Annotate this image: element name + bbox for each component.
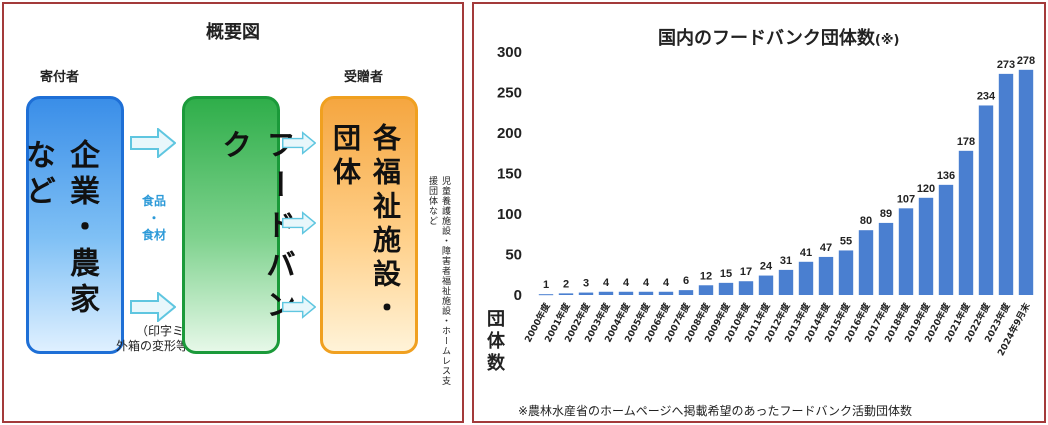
chart-title-suffix: (※) [874, 33, 900, 48]
bar [998, 73, 1014, 296]
overview-title: 概要図 [206, 22, 260, 43]
arrow-right-icon [282, 131, 316, 155]
data-label: 12 [700, 270, 712, 282]
data-label: 1 [543, 279, 549, 291]
data-label: 15 [720, 268, 732, 280]
data-label: 3 [583, 278, 589, 290]
bar [798, 261, 814, 295]
data-label: 107 [897, 193, 915, 205]
bar [698, 285, 714, 295]
bar [718, 282, 734, 295]
y-tick-label: 100 [497, 206, 522, 223]
bar [838, 250, 854, 295]
goods-note-line: 外箱の変形等） [116, 339, 201, 353]
recipient-label: 受贈者 [344, 70, 384, 85]
arrow-right-icon [282, 211, 316, 235]
bar [558, 293, 574, 295]
bar [738, 281, 754, 295]
bar [858, 230, 874, 295]
y-tick-label: 150 [497, 166, 522, 183]
bar [978, 105, 994, 296]
foodbank-box: フードバンク [182, 96, 295, 354]
data-label: 17 [740, 266, 752, 278]
bar [538, 294, 554, 296]
x-axis-labels: 2000年度2001年度2002年度2003年度2004年度2005年度2006… [522, 300, 1033, 358]
recipient-box: 各福祉施設・団体 [320, 96, 418, 354]
bar [938, 184, 954, 295]
goods-line: 食材 [141, 228, 166, 242]
data-label: 89 [880, 208, 892, 220]
goods-line: 食品 [141, 194, 166, 208]
arrow-right-icon [130, 128, 176, 158]
donor-box-text: 企業・農家など [20, 139, 99, 319]
arrow-right-icon [130, 292, 176, 322]
data-label: 4 [623, 277, 630, 289]
y-axis: 0 50 100 150 200 250 300 [497, 44, 522, 304]
bar [758, 275, 774, 295]
donor-label: 寄付者 [40, 70, 80, 85]
bar [638, 291, 654, 295]
data-label: 2 [563, 278, 569, 290]
bar [598, 291, 614, 295]
data-label: 6 [683, 275, 689, 287]
bar [878, 222, 894, 295]
chart-title-text: 国内のフードバンク団体数 [658, 28, 875, 49]
data-label: 24 [760, 261, 773, 273]
bar [898, 208, 914, 295]
y-tick-label: 250 [497, 85, 522, 102]
chart-title: 国内のフードバンク団体数(※) [658, 24, 899, 50]
data-label: 120 [917, 183, 935, 195]
bar [618, 291, 634, 295]
y-tick-label: 0 [514, 287, 522, 304]
data-label: 80 [860, 215, 872, 227]
data-label: 136 [937, 170, 955, 182]
data-label: 234 [977, 90, 996, 102]
data-label: 4 [663, 277, 670, 289]
donor-box: 企業・農家など [20, 96, 124, 354]
bar-series [538, 69, 1034, 296]
data-label: 55 [840, 235, 852, 247]
arrow-right-icon [282, 295, 316, 319]
data-label: 278 [1017, 55, 1035, 67]
overview-panel: 概要図 寄付者 受贈者 企業・農家など 食品 ・ 食材 （印字ミス、 外箱の変形… [2, 2, 464, 423]
goods-label: 食品 ・ 食材 [134, 192, 174, 243]
y-tick-label: 200 [497, 125, 522, 142]
bar [658, 291, 674, 295]
chart-footnote: ※農林水産省のホームページへ掲載希望のあったフードバンク活動団体数 [518, 404, 913, 418]
recipient-side-note: 児童養護施設・障害者福祉施設・ホームレス支援団体など [427, 176, 450, 386]
data-label: 178 [957, 136, 975, 148]
data-label: 41 [800, 247, 812, 259]
bar [1018, 69, 1034, 295]
goods-line: ・ [147, 211, 160, 225]
bar [778, 269, 794, 295]
bar [958, 150, 974, 295]
recipient-box-text: 各福祉施設・団体 [329, 123, 402, 327]
y-axis-title: 団体数 [487, 309, 505, 374]
bar [818, 256, 834, 295]
bar [578, 292, 594, 295]
data-label: 31 [780, 255, 792, 267]
data-label: 4 [643, 277, 650, 289]
data-label: 4 [603, 277, 610, 289]
bar [918, 197, 934, 295]
y-tick-label: 300 [497, 44, 522, 61]
data-label: 47 [820, 242, 832, 254]
foodbank-box-text: フードバンク [216, 129, 295, 329]
y-tick-label: 50 [505, 247, 522, 264]
data-label: 273 [997, 59, 1015, 71]
bar [678, 290, 694, 295]
